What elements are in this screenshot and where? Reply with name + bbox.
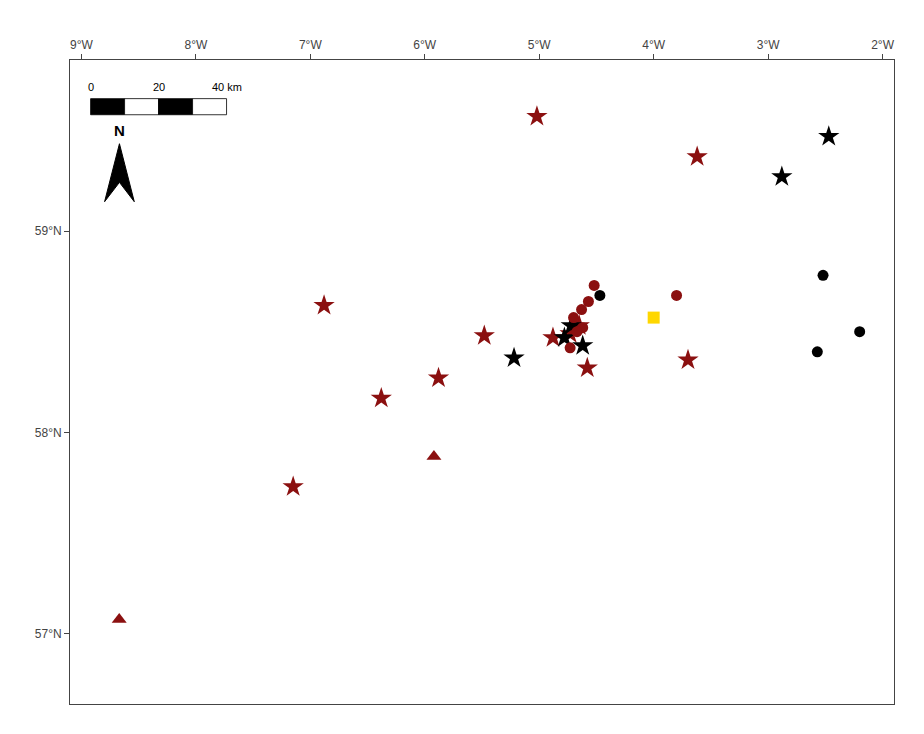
svg-text:57°N: 57°N [35, 627, 62, 641]
svg-text:6°W: 6°W [413, 38, 436, 52]
svg-text:3°W: 3°W [757, 38, 780, 52]
svg-text:0: 0 [88, 81, 94, 93]
svg-text:59°N: 59°N [35, 224, 62, 238]
svg-text:N: N [114, 122, 125, 139]
svg-text:8°W: 8°W [184, 38, 207, 52]
svg-text:40 km: 40 km [212, 81, 242, 93]
svg-text:7°W: 7°W [299, 38, 322, 52]
svg-text:9°W: 9°W [70, 38, 93, 52]
svg-text:20: 20 [153, 81, 165, 93]
svg-text:5°W: 5°W [528, 38, 551, 52]
svg-text:58°N: 58°N [35, 426, 62, 440]
svg-text:4°W: 4°W [642, 38, 665, 52]
svg-text:2°W: 2°W [871, 38, 894, 52]
